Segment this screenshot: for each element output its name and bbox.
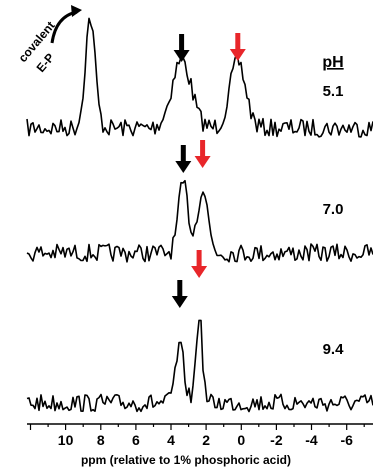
red-arrow-9-4 — [191, 250, 208, 278]
annotation-arrow-head — [71, 5, 82, 17]
black-arrow-5-1 — [173, 34, 190, 62]
annotation-curved-arrow — [50, 10, 78, 44]
x-tick-label: 0 — [237, 432, 245, 448]
spectrum-ph-9-4 — [26, 319, 373, 413]
red-arrow-7-0 — [194, 140, 211, 168]
x-tick-label: 2 — [202, 432, 210, 448]
ph-header: pH — [322, 54, 343, 71]
ph-label-7-0: 7.0 — [323, 201, 344, 218]
spectrum-ph-7-0 — [26, 179, 373, 263]
x-tick-label: -6 — [340, 432, 353, 448]
x-tick-label: 4 — [167, 432, 175, 448]
spectra-traces — [26, 17, 373, 413]
x-tick-label: 10 — [58, 432, 74, 448]
ph-label-5-1: 5.1 — [323, 83, 344, 100]
x-axis: 10 8 6 4 2 0 -2 -4 -6 ppm (relative to 1% phosph… — [27, 423, 373, 467]
black-arrow-9-4 — [171, 280, 188, 308]
spectrum-ph-5-1 — [26, 17, 373, 138]
ph-label-9-4: 9.4 — [323, 341, 345, 358]
peak-arrows — [171, 33, 246, 308]
x-axis-title: ppm (relative to 1% phosphoric acid) — [81, 453, 291, 467]
x-tick-label: -4 — [305, 432, 318, 448]
x-axis-ticks: 10 8 6 4 2 0 -2 -4 -6 — [29, 424, 365, 448]
covalent-ep-annotation: covalent E-P — [16, 5, 82, 75]
annotation-line-2: E-P — [34, 51, 58, 75]
black-arrow-7-0 — [175, 145, 192, 173]
x-tick-label: -2 — [270, 432, 283, 448]
x-tick-label: 6 — [132, 432, 140, 448]
red-arrow-5-1 — [229, 33, 246, 61]
x-tick-label: 8 — [97, 432, 105, 448]
